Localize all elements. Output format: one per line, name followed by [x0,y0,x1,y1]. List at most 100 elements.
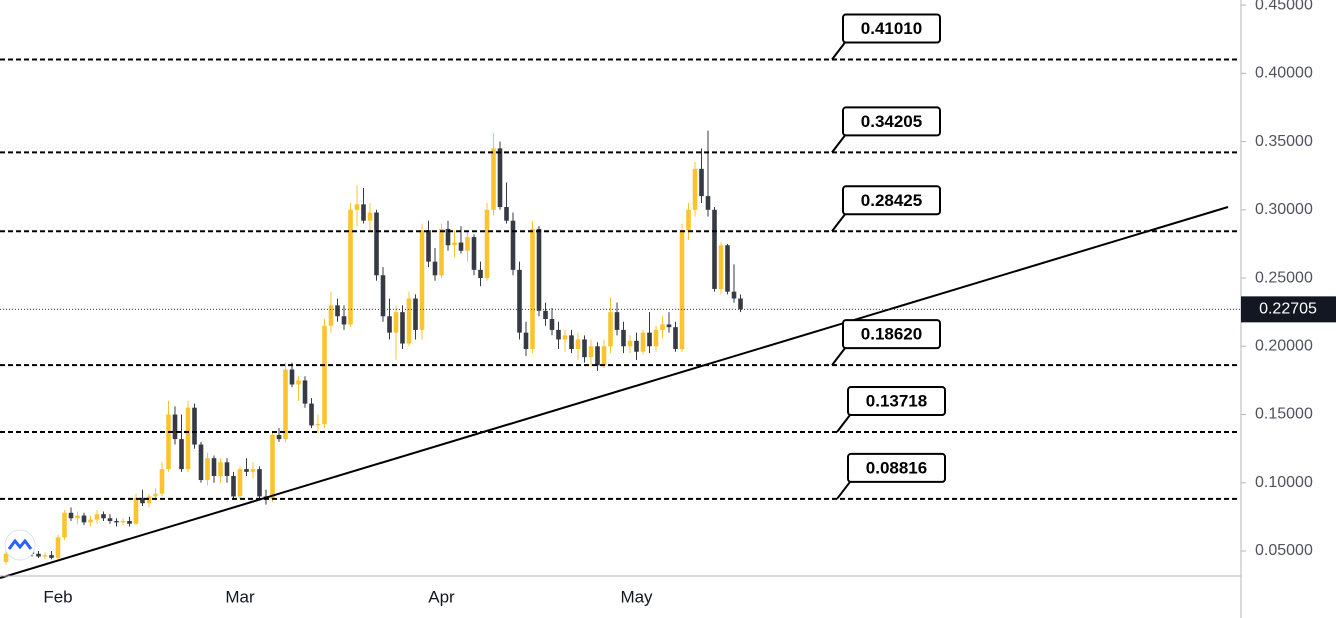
candle-body [88,519,93,523]
candle-body [465,237,470,251]
candle-body [413,298,418,330]
candle-body [504,207,509,221]
candle-body [692,168,698,210]
level-pointer [831,41,846,61]
candle-body [127,520,132,524]
candle-body [445,228,451,246]
candle-body [731,291,737,299]
candle-body [231,475,236,497]
candle-body [107,518,113,521]
candle-body [699,168,704,197]
candle-body [679,230,685,350]
candle-body [283,369,288,440]
candle-body [712,209,717,289]
candle-body [276,435,282,440]
candle-body [725,245,730,292]
level-pointer [831,134,846,154]
y-tick-label: 0.10000 [1255,474,1313,491]
candle-body [192,407,197,445]
y-tick-label: 0.05000 [1255,542,1313,559]
candle-body [179,439,184,470]
candle-body [237,469,243,497]
candle-body [361,204,366,221]
candle-body [666,324,672,328]
candle-body [452,242,457,246]
candle-body [660,324,665,330]
candle-body [250,469,256,472]
level-label: 0.28425 [861,191,922,210]
candle-body [549,318,555,330]
candle-body [380,275,386,317]
candle-body [653,329,659,347]
candle-body [556,329,561,340]
level-label: 0.34205 [861,112,922,131]
candle-body [647,332,652,347]
candle-body [62,512,67,538]
x-tick-label: Feb [43,587,72,606]
candle-body [328,305,334,326]
candle-body [341,316,347,325]
candle-body [172,414,178,440]
candle-body [400,312,405,344]
candle-body [640,332,646,352]
candle-body [354,204,360,210]
candle-body [36,553,41,557]
candle-body [81,515,87,523]
candle-body [211,458,217,476]
level-box [842,13,941,44]
candle-body [497,148,503,208]
candle-body [588,346,594,358]
candle-body [218,462,223,476]
candle-body [101,514,106,519]
candle-body [614,312,620,330]
candle-body [198,444,204,481]
candle-body [270,435,275,500]
level-pointer [836,481,851,500]
level-box [847,386,946,417]
x-tick-label: Apr [428,587,455,606]
trend-line [0,206,1229,579]
candle-body [595,346,600,366]
candle-body [536,228,542,311]
candle-body [471,237,477,270]
level-label: 0.13718 [866,392,927,411]
candle-body [387,316,392,333]
candle-body [166,414,171,470]
candle-body [432,261,438,276]
level-box [842,319,941,350]
y-tick-label: 0.30000 [1255,201,1313,218]
candle-body [374,212,379,276]
candle-body [458,242,464,251]
candle-body [530,228,535,350]
candle-body [68,512,74,519]
candle-body [523,332,529,350]
candle-body [296,380,301,385]
level-label: 0.41010 [861,19,922,38]
candle-body [367,212,373,221]
level-box [842,185,941,216]
level-box [847,452,946,483]
candle-body [140,497,145,504]
candle-body [49,555,54,558]
last-price-tag [1241,296,1336,323]
candle-body [582,339,587,358]
candle-body [562,335,568,340]
candle-body [205,458,210,481]
candle-body [510,220,516,270]
y-tick-label: 0.15000 [1255,406,1313,423]
candle-body [309,403,314,426]
candle-body [185,407,191,470]
candle-body [426,230,431,262]
candle-body [42,555,48,557]
candle-body [3,553,9,562]
candle-body [159,469,165,494]
candle-body [224,462,230,476]
candle-body [621,329,626,347]
logo-mark [7,538,33,550]
candle-body [94,514,100,520]
y-tick-label: 0.25000 [1255,269,1313,286]
logo [4,529,36,561]
plot-area [3,130,743,565]
